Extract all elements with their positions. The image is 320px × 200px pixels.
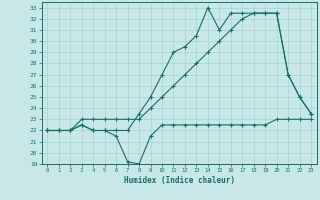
- X-axis label: Humidex (Indice chaleur): Humidex (Indice chaleur): [124, 176, 235, 185]
